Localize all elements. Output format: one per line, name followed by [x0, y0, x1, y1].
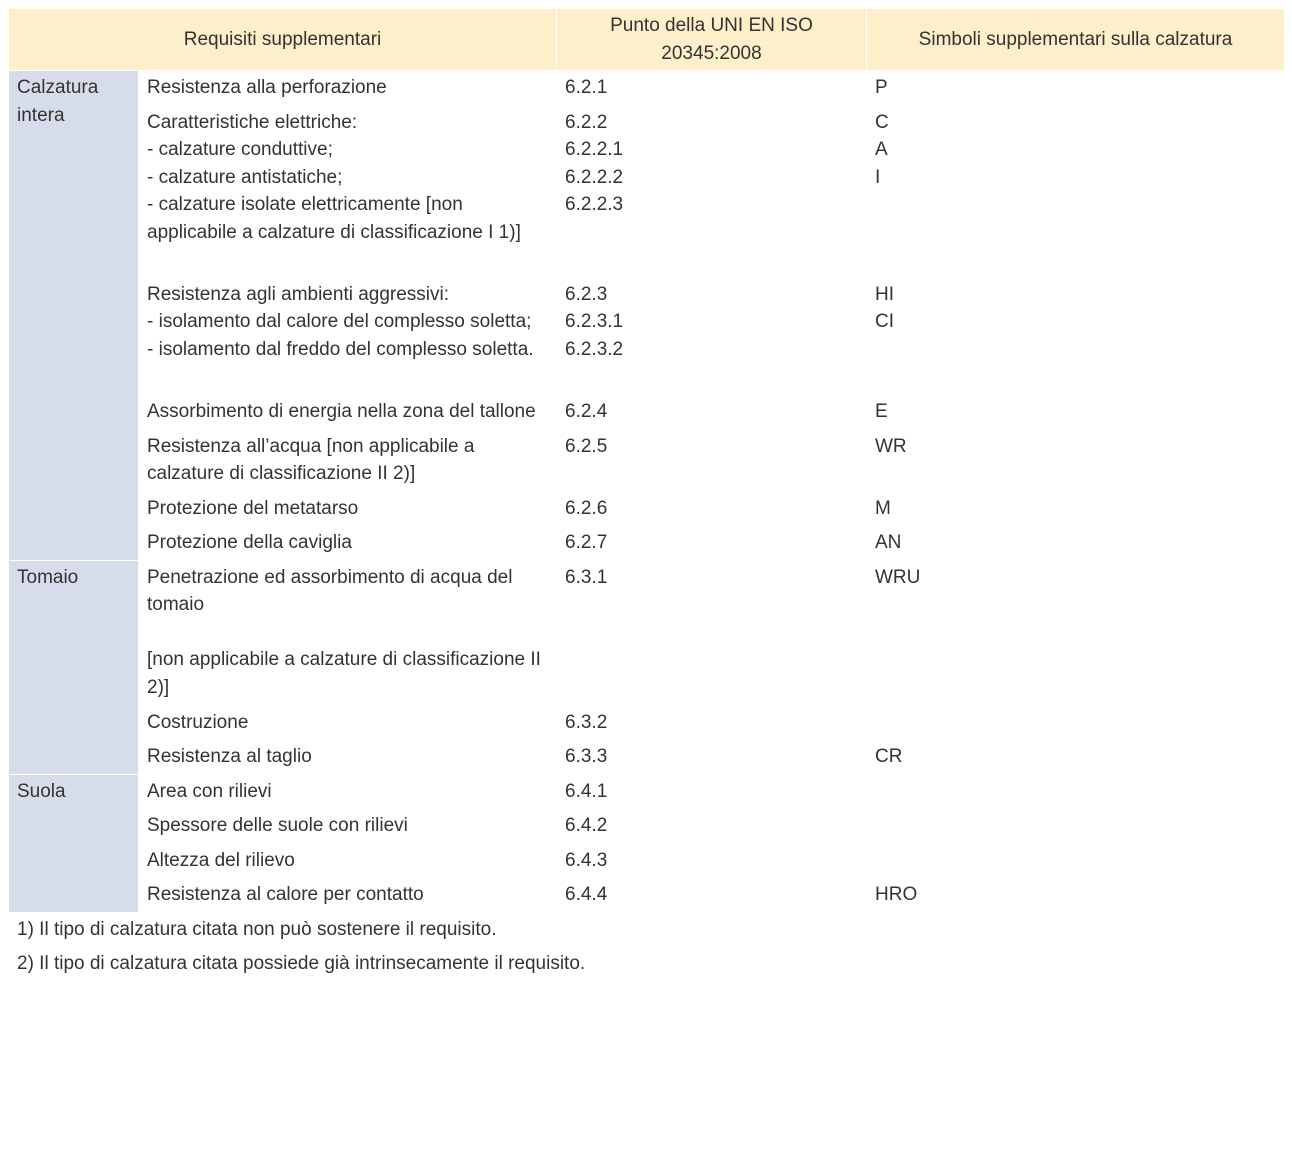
- table-header-row: Requisiti supplementari Punto della UNI …: [9, 9, 1285, 71]
- table-row: Resistenza al calore per contatto 6.4.4 …: [9, 878, 1285, 913]
- pt-cell: 6.3.3: [557, 740, 867, 775]
- sym-cell: [867, 809, 1285, 844]
- sym-cell: M: [867, 491, 1285, 526]
- table-row: Resistenza agli ambienti aggressivi: - i…: [9, 277, 1285, 394]
- table-row: Tomaio Penetrazione ed assorbimento di a…: [9, 560, 1285, 705]
- table-row: Suola Area con rilievi 6.4.1: [9, 774, 1285, 809]
- col-header-requisiti: Requisiti supplementari: [9, 9, 557, 71]
- req-cell: Protezione della caviglia: [139, 526, 557, 561]
- sym-cell: [867, 705, 1285, 740]
- sym-cell: P: [867, 71, 1285, 106]
- req-cell: Area con rilievi: [139, 774, 557, 809]
- sym-cell: AN: [867, 526, 1285, 561]
- pt-cell: 6.2.5: [557, 429, 867, 491]
- table-row: Assorbimento di energia nella zona del t…: [9, 395, 1285, 430]
- pt-cell: 6.2.3 6.2.3.1 6.2.3.2: [557, 277, 867, 394]
- requirements-table: Requisiti supplementari Punto della UNI …: [8, 8, 1285, 982]
- footnote-row: 1) Il tipo di calzatura citata non può s…: [9, 912, 1285, 947]
- pt-cell: 6.2.2 6.2.2.1 6.2.2.2 6.2.2.3: [557, 105, 867, 277]
- req-cell: Caratteristiche elettriche: - calzature …: [139, 105, 557, 277]
- category-cell-suola: Suola: [9, 774, 139, 912]
- footnote-1: 1) Il tipo di calzatura citata non può s…: [9, 912, 1285, 947]
- table-row: Caratteristiche elettriche: - calzature …: [9, 105, 1285, 277]
- sym-cell: [867, 843, 1285, 878]
- table-row: Resistenza all’acqua [non applicabile a …: [9, 429, 1285, 491]
- req-cell: Costruzione: [139, 705, 557, 740]
- req-cell: Spessore delle suole con rilievi: [139, 809, 557, 844]
- sym-cell: [867, 774, 1285, 809]
- category-cell-tomaio: Tomaio: [9, 560, 139, 774]
- sym-cell: C A I: [867, 105, 1285, 277]
- pt-cell: 6.4.4: [557, 878, 867, 913]
- req-cell: Protezione del metatarso: [139, 491, 557, 526]
- req-cell: Resistenza agli ambienti aggressivi: - i…: [139, 277, 557, 394]
- col-header-punto: Punto della UNI EN ISO 20345:2008: [557, 9, 867, 71]
- pt-cell: 6.4.1: [557, 774, 867, 809]
- sym-cell: E: [867, 395, 1285, 430]
- req-cell: Resistenza all’acqua [non applicabile a …: [139, 429, 557, 491]
- footnote-2: 2) Il tipo di calzatura citata possiede …: [9, 947, 1285, 982]
- req-cell: Altezza del rilievo: [139, 843, 557, 878]
- sym-cell: HRO: [867, 878, 1285, 913]
- table-row: Altezza del rilievo 6.4.3: [9, 843, 1285, 878]
- pt-cell: 6.3.1: [557, 560, 867, 705]
- category-cell-calzatura-intera: Calzatura intera: [9, 71, 139, 561]
- pt-cell: 6.4.3: [557, 843, 867, 878]
- table-row: Protezione del metatarso 6.2.6 M: [9, 491, 1285, 526]
- footnote-row: 2) Il tipo di calzatura citata possiede …: [9, 947, 1285, 982]
- pt-cell: 6.4.2: [557, 809, 867, 844]
- pt-cell: 6.2.4: [557, 395, 867, 430]
- pt-cell: 6.2.7: [557, 526, 867, 561]
- pt-cell: 6.2.6: [557, 491, 867, 526]
- sym-cell: WRU: [867, 560, 1285, 705]
- table-row: Protezione della caviglia 6.2.7 AN: [9, 526, 1285, 561]
- req-cell: Penetrazione ed assorbimento di acqua de…: [139, 560, 557, 705]
- pt-cell: 6.3.2: [557, 705, 867, 740]
- col-header-simboli: Simboli supplementari sulla calzatura: [867, 9, 1285, 71]
- table-row: Calzatura intera Resistenza alla perfora…: [9, 71, 1285, 106]
- sym-cell: HI CI: [867, 277, 1285, 394]
- req-cell: Resistenza alla perforazione: [139, 71, 557, 106]
- sym-cell: WR: [867, 429, 1285, 491]
- req-cell: Assorbimento di energia nella zona del t…: [139, 395, 557, 430]
- table-row: Costruzione 6.3.2: [9, 705, 1285, 740]
- pt-cell: 6.2.1: [557, 71, 867, 106]
- table-row: Resistenza al taglio 6.3.3 CR: [9, 740, 1285, 775]
- req-cell: Resistenza al calore per contatto: [139, 878, 557, 913]
- table-row: Spessore delle suole con rilievi 6.4.2: [9, 809, 1285, 844]
- sym-cell: CR: [867, 740, 1285, 775]
- req-cell: Resistenza al taglio: [139, 740, 557, 775]
